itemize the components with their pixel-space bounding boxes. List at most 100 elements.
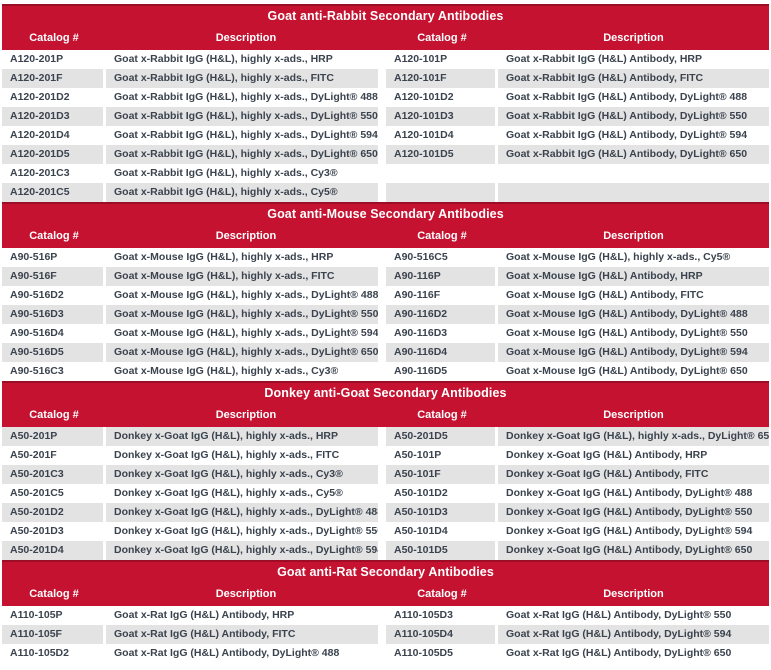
description-cell: Goat x-Rabbit IgG (H&L) Antibody, FITC: [498, 69, 769, 88]
description-cell: Goat x-Rabbit IgG (H&L), highly x-ads., …: [106, 69, 386, 88]
description-cell: Goat x-Mouse IgG (H&L) Antibody, DyLight…: [498, 305, 769, 324]
column-header-description-right: Description: [603, 230, 664, 242]
catalog-cell: A50-201D5: [386, 427, 498, 446]
catalog-cell: A120-101P: [386, 50, 498, 69]
table-header-row: Catalog # Description Catalog # Descript…: [2, 26, 769, 50]
table-row: A90-516D2 Goat x-Mouse IgG (H&L), highly …: [2, 286, 769, 305]
column-header-catalog-right: Catalog #: [417, 588, 467, 600]
description-cell: Goat x-Mouse IgG (H&L), highly x-ads., D…: [106, 305, 386, 324]
description-cell: Goat x-Rabbit IgG (H&L) Antibody, HRP: [506, 53, 702, 65]
description-cell: Goat x-Mouse IgG (H&L), highly x-ads., C…: [506, 251, 731, 263]
table-body: A90-516P Goat x-Mouse IgG (H&L), highly x…: [2, 248, 769, 381]
column-header-catalog-left: Catalog #: [29, 230, 79, 242]
description-cell: Donkey x-Goat IgG (H&L), highly x-ads., …: [106, 427, 386, 446]
column-header-description-left: Description: [215, 32, 277, 44]
description-cell: Donkey x-Goat IgG (H&L), highly x-ads., …: [106, 484, 386, 503]
catalog-cell: A90-116D5: [386, 362, 498, 381]
catalog-cell: A110-105D3: [386, 606, 498, 625]
table-row: A50-201D2 Donkey x-Goat IgG (H&L), highly…: [2, 503, 769, 522]
catalog-cell: A50-101P: [386, 446, 498, 465]
catalog-cell: A90-516F: [2, 267, 106, 286]
catalog-cell: A120-201D4: [2, 126, 106, 145]
description-cell: Goat x-Rabbit IgG (H&L), highly x-ads., …: [106, 126, 386, 145]
table-row: A50-201F Donkey x-Goat IgG (H&L), highly …: [2, 446, 769, 465]
table-row: A120-201D5 Goat x-Rabbit IgG (H&L), highl…: [2, 145, 769, 164]
description-cell: Goat x-Rabbit IgG (H&L), highly x-ads., …: [106, 164, 386, 183]
section-title: Donkey anti-Goat Secondary Antibodies: [2, 381, 769, 403]
table-row: A110-105P Goat x-Rat IgG (H&L) Antibody, …: [2, 606, 769, 625]
catalog-cell: A50-201C5: [2, 484, 106, 503]
catalog-cell: A120-101D4: [386, 126, 498, 145]
description-cell: Donkey x-Goat IgG (H&L), highly x-ads., …: [106, 541, 386, 560]
catalog-cell: A110-105D5: [386, 644, 498, 663]
table-row: A110-105F Goat x-Rat IgG (H&L) Antibody, …: [2, 625, 769, 644]
description-cell: Donkey x-Goat IgG (H&L) Antibody, DyLigh…: [498, 541, 769, 560]
catalog-cell: A90-116P: [386, 267, 498, 286]
description-cell: Goat x-Rat IgG (H&L) Antibody, DyLight® …: [498, 625, 769, 644]
description-cell: Goat x-Mouse IgG (H&L) Antibody, DyLight…: [498, 343, 769, 362]
column-header-catalog-right: Catalog #: [417, 230, 467, 242]
column-header-description-left: Description: [215, 409, 277, 421]
table-row: A50-201D4 Donkey x-Goat IgG (H&L), highly…: [2, 541, 769, 560]
catalog-cell: A120-101D5: [386, 145, 498, 164]
catalog-cell: A120-101F: [386, 69, 498, 88]
description-cell: Goat x-Mouse IgG (H&L), highly x-ads., D…: [106, 324, 386, 343]
column-header-description-left: Description: [215, 230, 277, 242]
catalog-cell: A50-201D3: [2, 522, 106, 541]
description-cell: Goat x-Mouse IgG (H&L), highly x-ads., D…: [106, 343, 386, 362]
section-goat-anti-rat: Goat anti-Rat Secondary Antibodies Catal…: [2, 560, 769, 663]
description-cell: Goat x-Rabbit IgG (H&L), highly x-ads., …: [106, 183, 386, 202]
column-header-description-left: Description: [215, 588, 277, 600]
table-row: A90-516C3 Goat x-Mouse IgG (H&L), highly …: [2, 362, 769, 381]
table-row: A50-201C5 Donkey x-Goat IgG (H&L), highly…: [2, 484, 769, 503]
section-goat-anti-mouse: Goat anti-Mouse Secondary Antibodies Cat…: [2, 202, 769, 381]
section-title: Goat anti-Rat Secondary Antibodies: [2, 560, 769, 582]
catalog-cell: A50-201C3: [2, 465, 106, 484]
catalog-cell: A50-101F: [386, 465, 498, 484]
table-row: A120-201C5 Goat x-Rabbit IgG (H&L), highl…: [2, 183, 769, 202]
catalog-cell: A120-201C3: [2, 164, 106, 183]
description-cell: Donkey x-Goat IgG (H&L), highly x-ads., …: [498, 427, 769, 446]
table-header-row: Catalog # Description Catalog # Descript…: [2, 224, 769, 248]
catalog-cell: A110-105D4: [386, 625, 498, 644]
column-header-catalog-right: Catalog #: [417, 32, 467, 44]
table-header-row: Catalog # Description Catalog # Descript…: [2, 582, 769, 606]
catalog-cell: A90-116D3: [386, 324, 498, 343]
catalog-cell: A50-201D2: [2, 503, 106, 522]
section-donkey-anti-goat: Donkey anti-Goat Secondary Antibodies Ca…: [2, 381, 769, 560]
description-cell: Donkey x-Goat IgG (H&L) Antibody, DyLigh…: [506, 525, 753, 537]
table-row: A90-516D5 Goat x-Mouse IgG (H&L), highly …: [2, 343, 769, 362]
table-row: A120-201D3 Goat x-Rabbit IgG (H&L), highl…: [2, 107, 769, 126]
catalog-cell: A120-101D2: [386, 88, 498, 107]
table-row: A90-516D4 Goat x-Mouse IgG (H&L), highly …: [2, 324, 769, 343]
description-cell: Donkey x-Goat IgG (H&L), highly x-ads., …: [106, 522, 386, 541]
description-cell: Donkey x-Goat IgG (H&L), highly x-ads., …: [106, 446, 386, 465]
description-cell: Goat x-Rabbit IgG (H&L), highly x-ads., …: [106, 107, 386, 126]
catalog-cell: A90-516D3: [2, 305, 106, 324]
catalog-cell: [386, 183, 498, 202]
description-cell: Goat x-Rabbit IgG (H&L) Antibody, DyLigh…: [498, 107, 769, 126]
description-cell: Goat x-Rat IgG (H&L) Antibody, DyLight® …: [506, 609, 732, 621]
column-header-catalog-right: Catalog #: [417, 409, 467, 421]
description-cell: Goat x-Mouse IgG (H&L) Antibody, HRP: [498, 267, 769, 286]
description-cell: Donkey x-Goat IgG (H&L) Antibody, HRP: [506, 449, 708, 461]
description-cell: Goat x-Mouse IgG (H&L) Antibody, FITC: [506, 289, 704, 301]
description-cell: Goat x-Mouse IgG (H&L), highly x-ads., D…: [106, 286, 386, 305]
description-cell: Goat x-Rat IgG (H&L) Antibody, DyLight® …: [506, 647, 732, 659]
catalog-cell: A110-105D2: [2, 644, 106, 663]
table-row: A50-201P Donkey x-Goat IgG (H&L), highly …: [2, 427, 769, 446]
section-title: Goat anti-Mouse Secondary Antibodies: [2, 202, 769, 224]
table-row: A120-201D2 Goat x-Rabbit IgG (H&L), highl…: [2, 88, 769, 107]
column-header-catalog-left: Catalog #: [29, 32, 79, 44]
description-cell: Goat x-Rabbit IgG (H&L), highly x-ads., …: [106, 50, 386, 69]
description-cell: [498, 164, 769, 183]
table-row: A90-516F Goat x-Mouse IgG (H&L), highly x…: [2, 267, 769, 286]
catalog-cell: A90-516D2: [2, 286, 106, 305]
description-cell: Goat x-Rabbit IgG (H&L) Antibody, DyLigh…: [506, 129, 748, 141]
catalog-cell: A90-516C5: [386, 248, 498, 267]
catalog-cell: A50-101D3: [386, 503, 498, 522]
description-cell: Goat x-Rabbit IgG (H&L), highly x-ads., …: [106, 88, 386, 107]
description-cell: Goat x-Rabbit IgG (H&L) Antibody, DyLigh…: [498, 145, 769, 164]
catalog-cell: A120-101D3: [386, 107, 498, 126]
